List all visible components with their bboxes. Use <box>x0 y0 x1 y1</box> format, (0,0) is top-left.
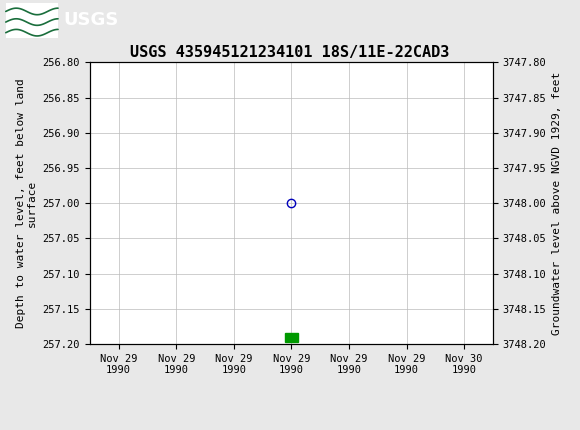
Y-axis label: Depth to water level, feet below land
surface: Depth to water level, feet below land su… <box>16 78 37 328</box>
Text: USGS: USGS <box>64 11 119 29</box>
Bar <box>285 333 298 342</box>
Y-axis label: Groundwater level above NGVD 1929, feet: Groundwater level above NGVD 1929, feet <box>552 71 562 335</box>
Bar <box>6 3 58 37</box>
Text: USGS 435945121234101 18S/11E-22CAD3: USGS 435945121234101 18S/11E-22CAD3 <box>130 45 450 60</box>
